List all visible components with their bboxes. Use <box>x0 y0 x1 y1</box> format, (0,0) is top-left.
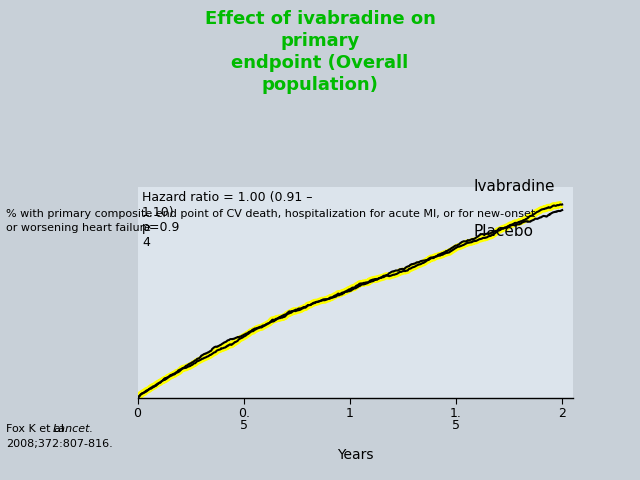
Text: 2008;372:807-816.: 2008;372:807-816. <box>6 439 113 449</box>
Text: or worsening heart failure: or worsening heart failure <box>6 223 151 233</box>
Text: Ivabradine: Ivabradine <box>473 180 554 194</box>
Text: Effect of ivabradine on
primary
endpoint (Overall
population): Effect of ivabradine on primary endpoint… <box>205 10 435 94</box>
Text: % with primary composite end point of CV death, hospitalization for acute MI, or: % with primary composite end point of CV… <box>6 209 536 219</box>
Text: Fox K et al.: Fox K et al. <box>6 424 72 434</box>
Text: Lancet.: Lancet. <box>53 424 94 434</box>
Text: Placebo: Placebo <box>473 224 533 239</box>
Text: Hazard ratio = 1.00 (0.91 –
1.10)
p=0.9
4: Hazard ratio = 1.00 (0.91 – 1.10) p=0.9 … <box>142 192 312 250</box>
X-axis label: Years: Years <box>337 448 374 462</box>
